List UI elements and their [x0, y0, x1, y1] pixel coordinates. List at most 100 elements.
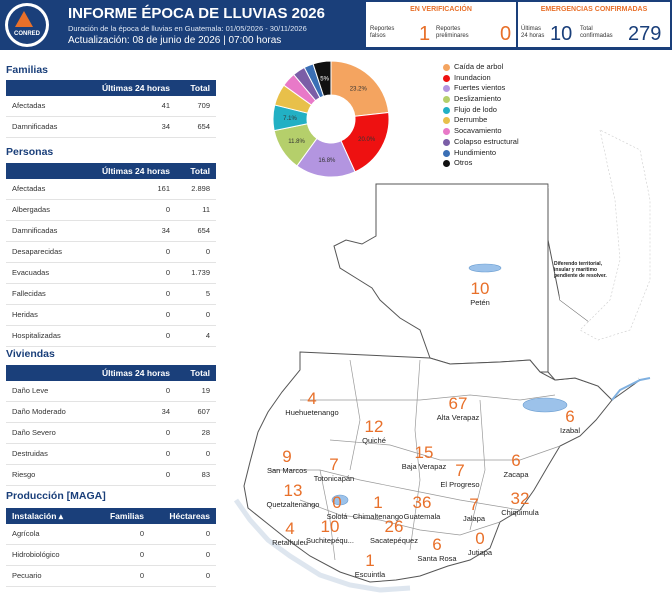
legend-item[interactable]: Otros: [443, 158, 519, 169]
department-marker[interactable]: 32 Chiquimula: [480, 490, 560, 518]
row-value-hectares: 0: [205, 529, 210, 538]
kpi-prelim-value: 0: [500, 23, 512, 45]
row-value-hectares: 0: [205, 571, 210, 580]
row-value-total: 5: [205, 289, 210, 298]
row-value-families: 0: [139, 529, 144, 538]
row-value-last24: 0: [165, 268, 170, 277]
col-hectares[interactable]: Héctareas: [169, 511, 210, 521]
production-table-header: Instalación ▴ Familias Héctareas: [6, 508, 216, 524]
legend-item[interactable]: Socavamiento: [443, 126, 519, 137]
update-timestamp: Actualización: 08 de junio de 2026 | 07:…: [68, 35, 282, 46]
map-border-6: [409, 359, 421, 551]
col-total[interactable]: Total: [190, 166, 210, 176]
map-border-4: [299, 499, 501, 536]
map-border-8: [319, 469, 336, 561]
legend-item[interactable]: Deslizamiento: [443, 94, 519, 105]
department-marker[interactable]: 36 Guatemala: [382, 494, 462, 522]
production-title: Producción [MAGA]: [6, 490, 106, 502]
col-total[interactable]: Total: [190, 83, 210, 93]
row-label: Desaparecidas: [12, 247, 63, 256]
department-marker[interactable]: 6 Izabal: [530, 408, 610, 436]
legend-item[interactable]: Flujo de lodo: [443, 105, 519, 116]
col-last24[interactable]: Últimas 24 horas: [101, 368, 170, 378]
department-marker[interactable]: 4 Retalhuleu: [250, 519, 330, 548]
people-table-header: Últimas 24 horas Total: [6, 163, 216, 179]
row-value-total: 11: [202, 205, 210, 214]
row-label: Daño Moderado: [12, 407, 66, 416]
header-bar: CONRED INFORME ÉPOCA DE LLUVIAS 2026 Dur…: [0, 0, 672, 50]
pie-slice[interactable]: [330, 60, 390, 117]
department-marker[interactable]: 7 Totonicapán: [294, 456, 374, 484]
legend-item[interactable]: Fuertes vientos: [443, 83, 519, 94]
department-marker[interactable]: 7 Jalapa: [434, 496, 514, 524]
department-marker[interactable]: 67 Alta Verapaz: [418, 395, 498, 423]
pie-slice-label: 11.8%: [288, 139, 305, 145]
map-region-south: [243, 351, 613, 583]
col-families[interactable]: Familias: [109, 511, 144, 521]
department-count: 13: [283, 481, 303, 500]
department-marker[interactable]: 1 Chimaltenango: [338, 494, 418, 522]
people-row: Albergadas 0 11: [6, 200, 216, 221]
department-marker[interactable]: 9 San Marcos: [247, 448, 327, 476]
department-count: 10: [320, 517, 340, 536]
people-row: Heridas 0 0: [6, 305, 216, 326]
department-count: 4: [307, 389, 317, 408]
department-marker[interactable]: 4 Huehuetenango: [272, 389, 352, 418]
map-pacific-coast: [233, 498, 411, 593]
pie-slice[interactable]: [312, 60, 332, 97]
row-label: Damnificadas: [12, 226, 58, 235]
conred-logo: CONRED: [5, 3, 49, 47]
department-marker[interactable]: 1 Escuintla: [330, 552, 410, 580]
row-label: Evacuadas: [12, 268, 50, 277]
legend-label: Socavamiento: [454, 126, 502, 136]
row-label: Pecuario: [12, 571, 42, 580]
department-count: 4: [285, 519, 295, 538]
legend-item[interactable]: Inundacion: [443, 73, 519, 84]
department-marker[interactable]: 12 Quiché: [334, 418, 414, 446]
department-marker[interactable]: 13 Quetzaltenango: [253, 481, 333, 510]
department-name: Chiquimula: [501, 508, 539, 517]
department-marker[interactable]: 10 Suchitepéqu...: [290, 517, 370, 546]
department-marker[interactable]: 0 Jutiapa: [440, 530, 520, 558]
legend-item[interactable]: Colapso estructural: [443, 137, 519, 148]
col-last24[interactable]: Últimas 24 horas: [101, 83, 170, 93]
legend-item[interactable]: Derrumbe: [443, 115, 519, 126]
department-count: 15: [414, 443, 434, 462]
department-marker[interactable]: 26 Sacatepéquez: [354, 517, 434, 546]
department-name: Jutiapa: [467, 548, 493, 557]
production-row: Hidrobiológico 0 0: [6, 545, 216, 566]
row-value-last24: 161: [157, 184, 170, 193]
people-row: Hospitalizadas 0 4: [6, 326, 216, 347]
department-marker[interactable]: 7 El Progreso: [420, 462, 500, 490]
department-marker[interactable]: 6 Santa Rosa: [397, 535, 477, 564]
map-region-peten: [333, 183, 549, 373]
pie-slice-label: 16.8%: [318, 158, 336, 164]
row-label: Daño Leve: [12, 386, 49, 395]
department-marker[interactable]: 10 Petén: [440, 280, 520, 308]
row-label: Hidrobiológico: [12, 550, 60, 559]
row-value-total: 654: [197, 226, 210, 235]
col-installation[interactable]: Instalación ▴: [12, 511, 64, 521]
legend-item[interactable]: Caída de arbol: [443, 62, 519, 73]
department-count: 26: [384, 517, 404, 536]
page-subtitle: Duración de la época de lluvias en Guate…: [68, 24, 307, 33]
col-last24[interactable]: Últimas 24 horas: [101, 166, 170, 176]
logo-text: CONRED: [13, 31, 40, 37]
people-row: Evacuadas 0 1.739: [6, 263, 216, 284]
legend-swatch: [443, 128, 450, 136]
department-name: Quetzaltenango: [266, 500, 320, 509]
department-marker[interactable]: 6 Zacapa: [476, 452, 556, 480]
row-value-total: 4: [205, 331, 210, 340]
department-marker[interactable]: 0 Sololá: [297, 494, 377, 522]
department-count: 6: [432, 535, 442, 554]
kpi-last24-value: 10: [550, 23, 573, 45]
kpi-emergencies: EMERGENCIAS CONFIRMADAS Últimas 24 horas …: [518, 2, 670, 47]
department-marker[interactable]: 15 Baja Verapaz: [384, 443, 464, 472]
families-row: Damnificadas 34 654: [6, 117, 216, 138]
legend-item[interactable]: Hundimiento: [443, 148, 519, 159]
legend-label: Otros: [454, 158, 473, 168]
legend-label: Flujo de lodo: [454, 104, 497, 114]
row-value-last24: 0: [165, 310, 170, 319]
col-total[interactable]: Total: [190, 368, 210, 378]
sort-up-icon[interactable]: ▴: [58, 511, 64, 521]
